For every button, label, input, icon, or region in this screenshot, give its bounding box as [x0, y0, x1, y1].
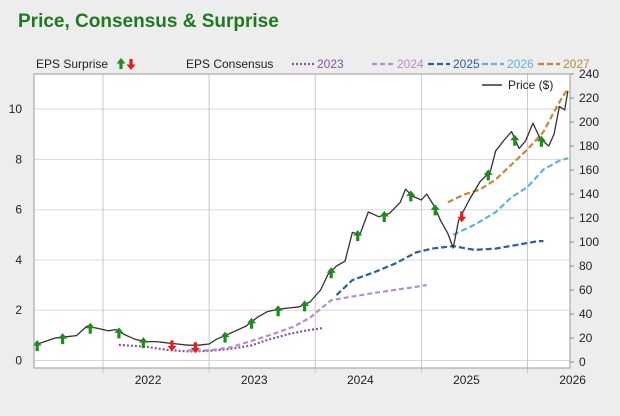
x-tick-label: 2026 — [559, 373, 586, 387]
legend-label-2024: 2024 — [397, 57, 424, 71]
surprise-arrow-up — [247, 317, 257, 329]
y-left-tick-label: 0 — [15, 353, 22, 367]
consensus-lines — [118, 88, 569, 353]
surprise-arrow-up — [273, 305, 283, 317]
x-tick-label: 2025 — [453, 373, 480, 387]
y-right-tick-label: 60 — [579, 283, 593, 297]
axes: 0246810020406080100120140160180200220240… — [9, 67, 600, 387]
surprise-arrow-up — [114, 327, 124, 339]
consensus-line-2027 — [447, 88, 569, 204]
y-right-tick-label: 140 — [579, 187, 599, 201]
surprise-arrow-up — [510, 134, 520, 146]
legend-consensus-label: EPS Consensus — [186, 57, 273, 71]
legend-price-label: Price ($) — [508, 78, 553, 92]
y-right-tick-label: 80 — [579, 259, 593, 273]
x-tick-label: 2023 — [241, 373, 268, 387]
y-right-tick-label: 240 — [579, 67, 599, 81]
y-right-tick-label: 160 — [579, 163, 599, 177]
surprise-arrow-up — [483, 169, 493, 181]
surprise-arrow-up — [379, 211, 389, 222]
y-left-tick-label: 10 — [9, 102, 23, 116]
surprise-arrow-up — [32, 340, 42, 352]
surprise-arrow-up — [58, 333, 68, 345]
x-tick-label: 2022 — [135, 373, 162, 387]
surprise-arrow-down — [457, 211, 467, 223]
surprise-arrow-up — [85, 322, 95, 334]
surprise-arrow-up — [138, 337, 148, 349]
surprise-arrow-up — [220, 331, 230, 343]
plot-area — [34, 74, 570, 368]
y-left-tick-label: 2 — [15, 303, 22, 317]
surprise-arrow-up — [300, 300, 310, 312]
y-right-tick-label: 100 — [579, 235, 599, 249]
surprise-arrow-up — [406, 190, 416, 202]
plot-frame — [33, 73, 571, 369]
price-series-line — [33, 90, 569, 346]
surprise-arrow-up — [353, 230, 363, 242]
y-right-tick-label: 200 — [579, 115, 599, 129]
y-right-tick-label: 20 — [579, 331, 593, 345]
y-right-tick-label: 120 — [579, 211, 599, 225]
surprise-arrow-down — [167, 340, 177, 352]
y-left-tick-label: 6 — [15, 203, 22, 217]
surprise-arrow-up — [536, 135, 546, 147]
legend-label-2023: 2023 — [317, 57, 344, 71]
legend-label-2026: 2026 — [507, 57, 534, 71]
legend-up-arrow-icon — [116, 58, 126, 69]
legend-label-2025: 2025 — [453, 57, 480, 71]
y-left-tick-label: 8 — [15, 152, 22, 166]
surprise-arrow-up — [430, 204, 440, 216]
surprise-arrow-down — [190, 342, 200, 354]
legend: EPS Surprise EPS Consensus Price ($) 202… — [36, 57, 590, 92]
price-line — [33, 90, 569, 346]
surprise-arrows — [32, 134, 546, 354]
legend-label-2027: 2027 — [563, 57, 590, 71]
grid — [34, 74, 570, 373]
y-right-tick-label: 0 — [579, 355, 586, 369]
y-right-tick-label: 40 — [579, 307, 593, 321]
chart-title: Price, Consensus & Surprise — [18, 11, 279, 32]
y-right-tick-label: 220 — [579, 91, 599, 105]
consensus-line-2023 — [118, 327, 323, 353]
consensus-line-2025 — [335, 240, 544, 296]
legend-surprise-label: EPS Surprise — [36, 57, 108, 71]
y-right-tick-label: 180 — [579, 139, 599, 153]
x-tick-label: 2024 — [347, 373, 374, 387]
legend-down-arrow-icon — [126, 59, 136, 70]
y-left-tick-label: 4 — [15, 253, 22, 267]
surprise-arrow-up — [326, 267, 336, 279]
consensus-line-2026 — [452, 157, 569, 236]
